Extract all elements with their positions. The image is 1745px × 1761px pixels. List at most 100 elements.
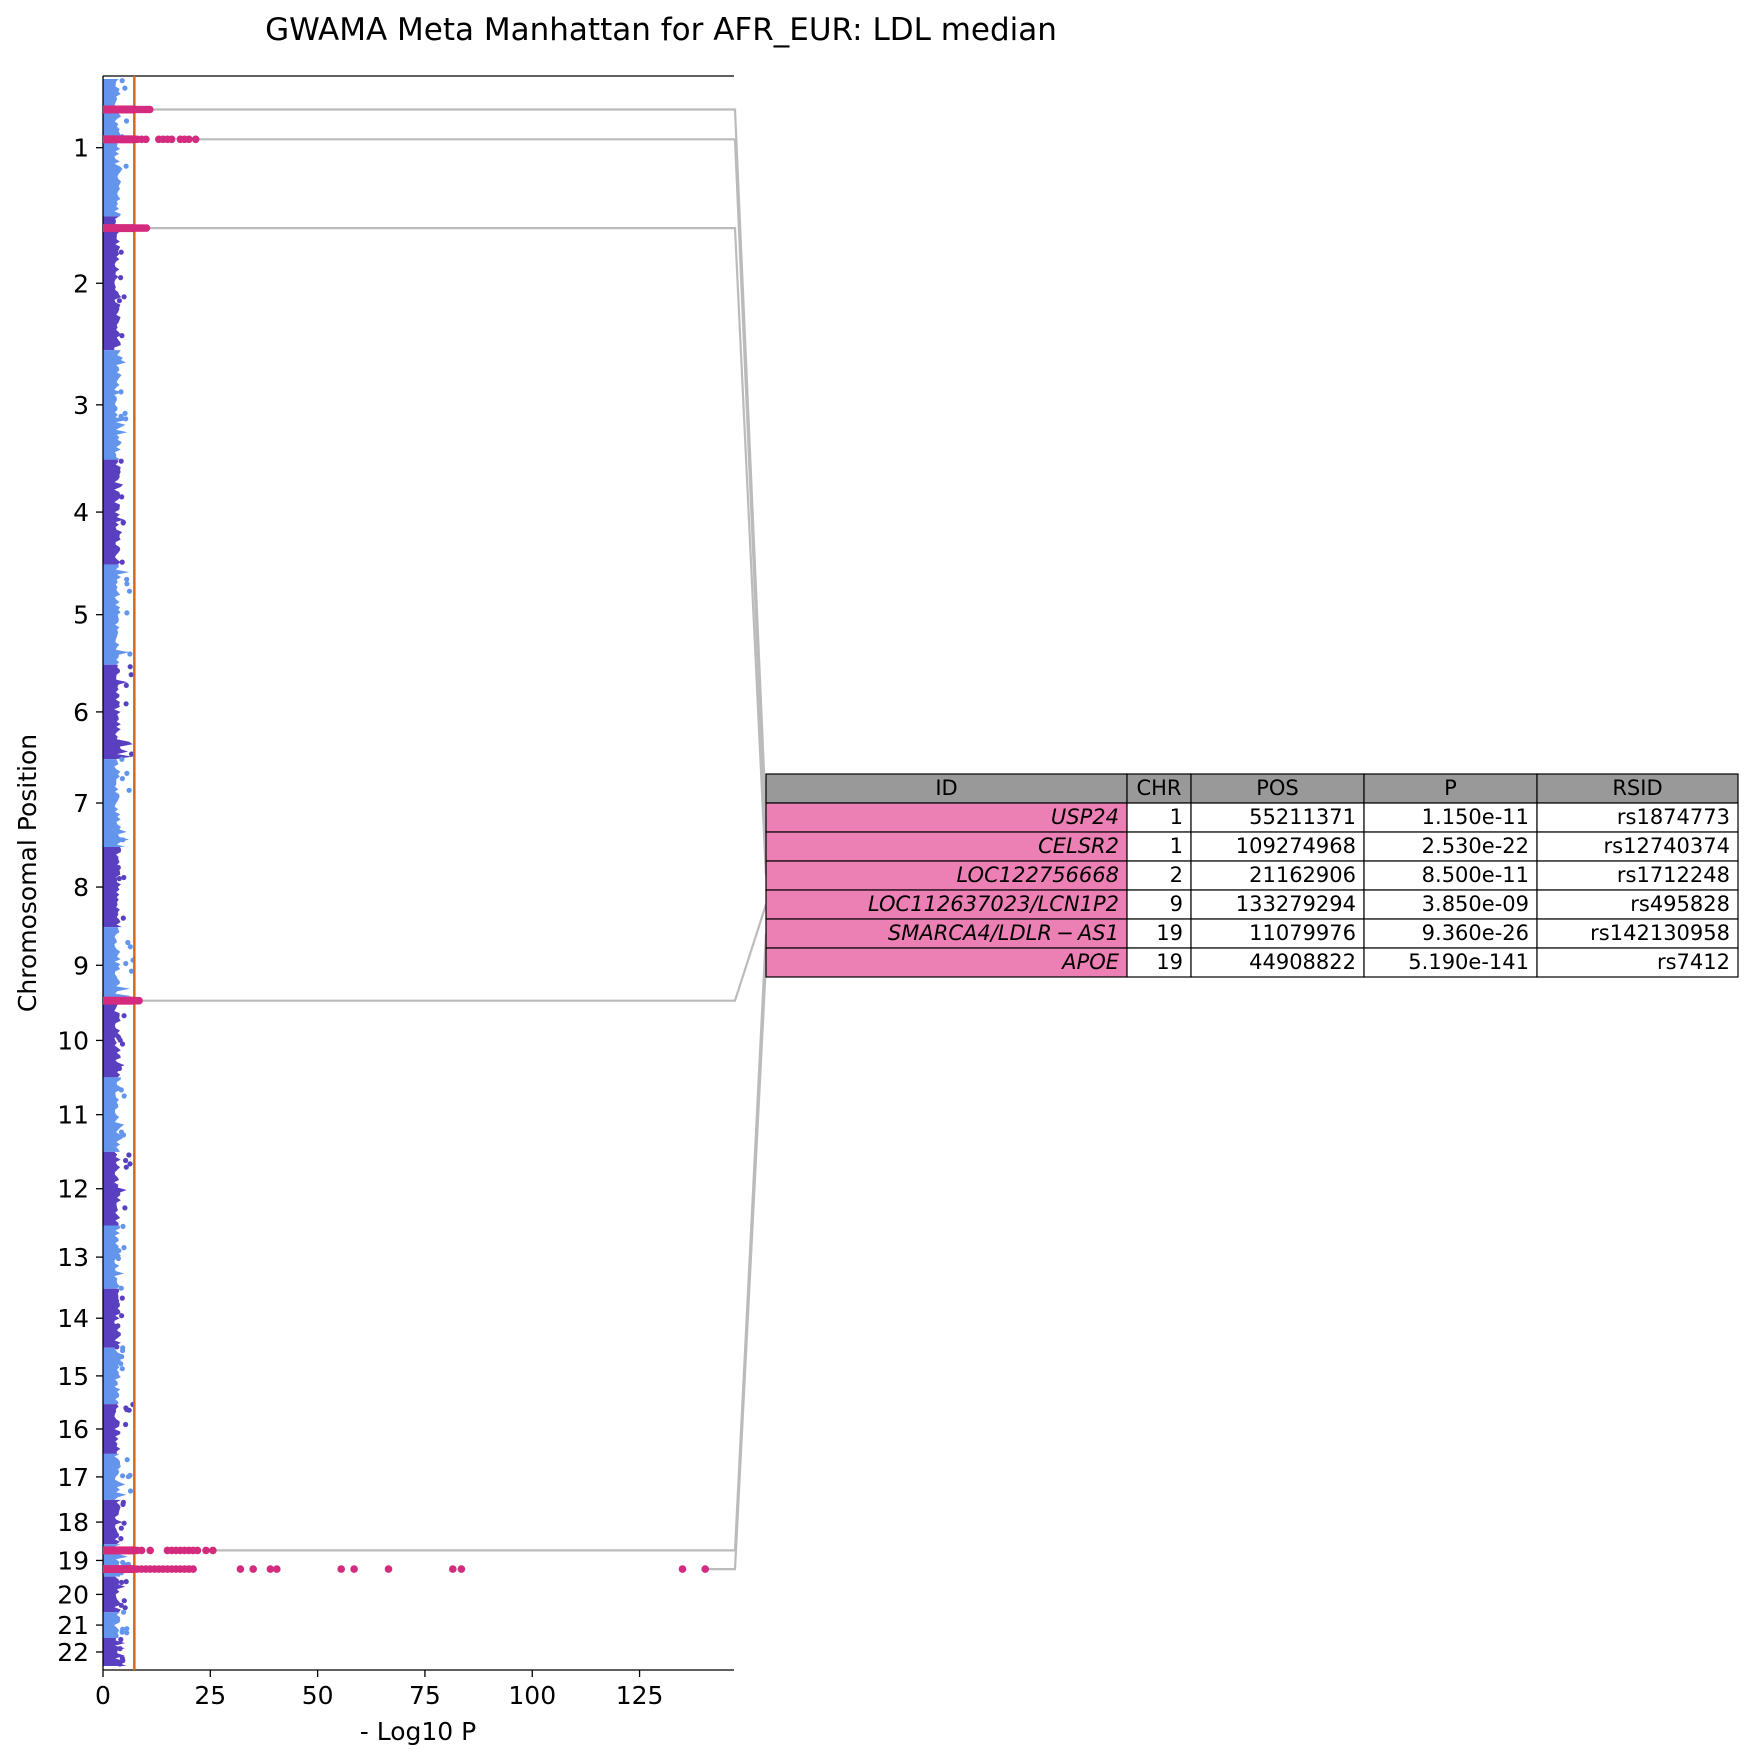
background-point xyxy=(119,756,125,762)
background-point xyxy=(116,876,122,882)
x-tick-label: 75 xyxy=(409,1681,441,1710)
background-point xyxy=(116,298,122,304)
significant-band xyxy=(103,996,135,1005)
background-point xyxy=(119,1313,125,1319)
chromosome-band-5 xyxy=(103,564,130,665)
background-point xyxy=(127,1488,134,1494)
connector-line xyxy=(212,933,768,1552)
table-cell-text: 1 xyxy=(1170,805,1183,829)
y-tick-label-chr18: 18 xyxy=(57,1508,89,1537)
background-point xyxy=(128,672,134,678)
background-point xyxy=(115,864,121,871)
table-cell-text: rs142130958 xyxy=(1590,921,1730,945)
significant-point xyxy=(209,1546,217,1555)
table-cell-text: 55211371 xyxy=(1249,805,1356,829)
table-header-rsid: RSID xyxy=(1612,776,1662,800)
background-point xyxy=(127,1161,133,1167)
table-cell-text: USP24 xyxy=(1051,805,1119,829)
y-tick-label-chr3: 3 xyxy=(73,391,89,420)
background-point xyxy=(122,85,128,91)
background-point xyxy=(119,776,125,782)
y-axis-label: Chromosomal Position xyxy=(13,734,42,1012)
hits-table: ID CHR POS P RSID USP24 1 55211371 1.150e-11 rs18… xyxy=(765,773,1739,978)
background-point xyxy=(118,1525,124,1531)
table-cell-text: 11079976 xyxy=(1249,921,1356,945)
background-point xyxy=(118,1087,124,1093)
y-tick-label-chr2: 2 xyxy=(73,269,89,298)
y-tick-label-chr6: 6 xyxy=(73,698,89,727)
table-cell-text: rs495828 xyxy=(1630,892,1730,916)
chromosome-band-22 xyxy=(103,1638,127,1666)
background-point xyxy=(118,1536,124,1542)
table-cell xyxy=(1536,947,1739,978)
background-point xyxy=(116,1065,122,1072)
table-cell-text: rs12740374 xyxy=(1604,834,1730,858)
table-cell-text: 2 xyxy=(1170,863,1183,887)
background-point xyxy=(122,410,128,416)
y-tick-label-chr4: 4 xyxy=(73,498,89,527)
table-cell xyxy=(1126,802,1192,833)
background-point xyxy=(120,1348,126,1354)
significant-point xyxy=(457,1565,466,1573)
background-point xyxy=(121,1598,127,1604)
connector-line xyxy=(139,904,768,1002)
significant-point xyxy=(146,1546,154,1555)
table-cell-text: 9.360e-26 xyxy=(1422,921,1529,945)
y-tick-label-chr11: 11 xyxy=(57,1101,89,1130)
table-cell xyxy=(1363,918,1538,949)
y-tick-label-chr20: 20 xyxy=(57,1580,89,1609)
table-cell-text: 21162906 xyxy=(1249,863,1356,887)
background-point xyxy=(122,1205,128,1211)
table-cell-text: 9 xyxy=(1170,892,1183,916)
background-point xyxy=(114,1301,120,1307)
table-cell xyxy=(1536,802,1739,833)
y-tick-label-chr16: 16 xyxy=(57,1415,89,1444)
chromosome-band-21 xyxy=(103,1612,121,1638)
y-tick-label-chr22: 22 xyxy=(57,1638,89,1667)
table-cell xyxy=(1363,889,1538,920)
background-point xyxy=(120,1657,126,1664)
background-points xyxy=(103,78,136,1667)
significant-band xyxy=(103,1565,135,1574)
x-axis-label: - Log10 P xyxy=(360,1717,476,1746)
table-cell-text: LOC122756668 xyxy=(957,863,1120,887)
background-point xyxy=(123,163,129,169)
table-cell xyxy=(765,831,1128,862)
significant-band xyxy=(103,224,135,233)
chromosome-band-11 xyxy=(103,1077,125,1152)
table-cell xyxy=(1363,831,1538,862)
background-point xyxy=(121,1245,127,1251)
table-cell-text: 44908822 xyxy=(1249,950,1356,974)
significant-point xyxy=(337,1565,346,1573)
table-cell xyxy=(1190,947,1365,978)
background-point xyxy=(118,389,124,395)
background-point xyxy=(118,458,124,464)
x-tick-label: 0 xyxy=(95,1681,111,1710)
background-point xyxy=(123,1579,129,1585)
x-tick-label: 125 xyxy=(616,1681,664,1710)
background-point xyxy=(119,78,125,84)
background-point xyxy=(120,915,126,921)
y-tick-label-chr5: 5 xyxy=(73,601,89,630)
background-point xyxy=(124,1630,130,1636)
table-header-cell xyxy=(1190,773,1365,804)
y-tick-label-chr10: 10 xyxy=(57,1026,89,1055)
background-point xyxy=(123,1157,129,1164)
chromosome-band-18 xyxy=(103,1499,123,1545)
y-tick-label-chr15: 15 xyxy=(57,1362,89,1391)
significant-hits xyxy=(103,105,709,1574)
chromosome-band-8 xyxy=(103,847,122,928)
background-point xyxy=(119,494,125,500)
background-point xyxy=(123,1164,129,1170)
significant-point xyxy=(137,1546,146,1555)
table-cell xyxy=(1536,831,1739,862)
table-cell xyxy=(1190,802,1365,833)
table-cell xyxy=(1190,831,1365,862)
background-point xyxy=(121,1093,127,1099)
background-point xyxy=(117,1661,123,1667)
significant-point xyxy=(185,135,193,144)
background-point xyxy=(119,1579,125,1585)
background-point xyxy=(123,701,129,707)
